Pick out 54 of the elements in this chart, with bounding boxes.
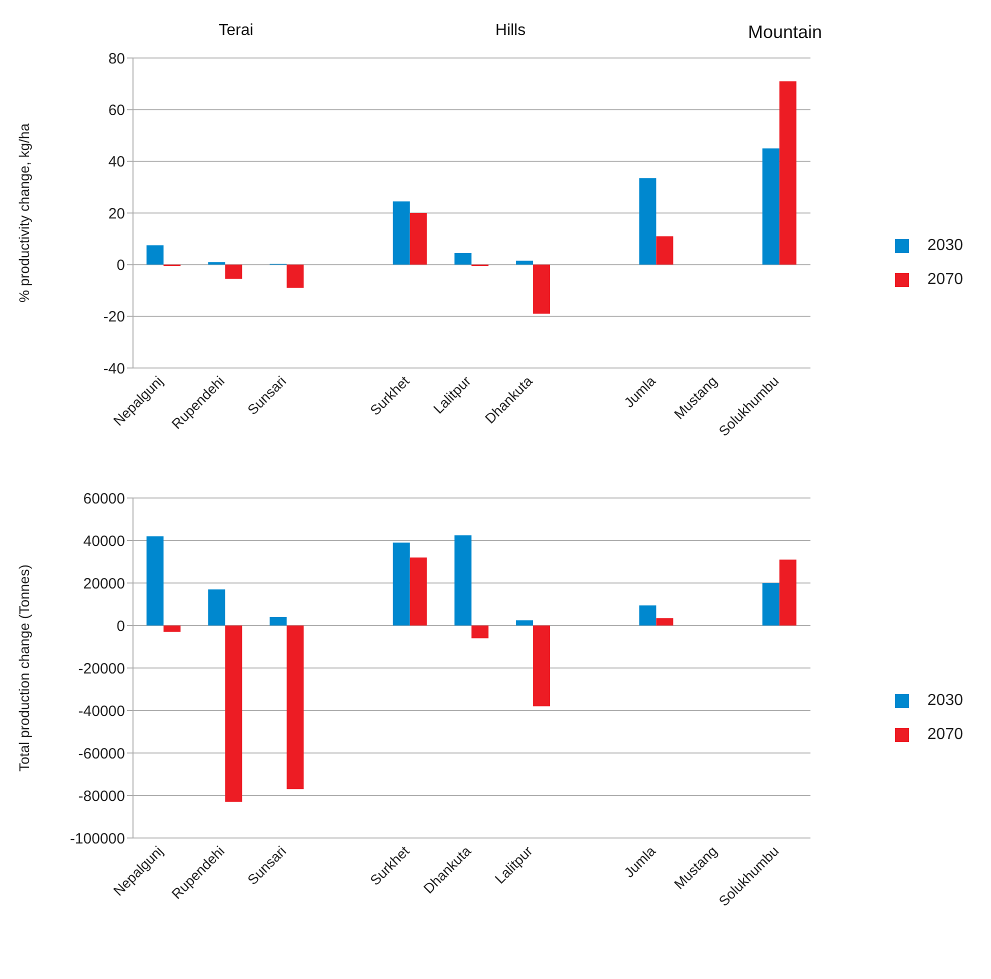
bar: [146, 536, 164, 626]
bar: [471, 626, 488, 638]
bar: [410, 558, 427, 626]
y-tick-label: 40: [108, 154, 125, 171]
bar: [639, 178, 656, 265]
y-tick-label: 0: [116, 618, 125, 635]
y-tick-label: 60000: [83, 490, 125, 508]
y-tick-label: -20: [103, 308, 125, 326]
bar: [454, 253, 472, 265]
bar: [516, 260, 534, 265]
bar: [392, 542, 410, 626]
bar: [270, 617, 287, 626]
y-tick-label: 40000: [83, 532, 125, 550]
bar: [656, 618, 674, 626]
y-tick-label: -40: [103, 360, 125, 378]
bar: [286, 264, 304, 288]
y-tick-label: -60000: [78, 745, 125, 762]
legend-label: 2070: [927, 271, 963, 288]
bar: [533, 264, 550, 314]
text: Hills: [494, 22, 527, 40]
y-tick-label: -40000: [78, 702, 125, 720]
text: Terai: [218, 22, 254, 40]
bar: [656, 236, 674, 265]
bar: [533, 626, 550, 706]
y-tick-label: 0: [116, 256, 125, 274]
legend-label: 2030: [927, 237, 963, 254]
legend-label: 2070: [927, 726, 963, 743]
bar: [639, 605, 656, 626]
bar: [208, 589, 226, 626]
y-tick-label: 60: [108, 102, 125, 119]
text: Mountain: [747, 22, 824, 43]
y-tick-label: 20000: [83, 575, 125, 592]
y-axis-title: % productivity change, kg/ha: [16, 123, 32, 302]
bar: [516, 620, 534, 626]
legend-label: 2030: [927, 692, 963, 709]
y-tick-label: -80000: [78, 788, 125, 805]
bar: [164, 626, 181, 632]
bar: [779, 81, 796, 265]
y-tick-label: -100000: [70, 830, 125, 848]
bar: [454, 535, 472, 626]
bar: [225, 626, 242, 802]
y-tick-label: 80: [108, 50, 125, 68]
bar: [225, 264, 242, 279]
y-tick-label: -20000: [78, 660, 125, 678]
y-tick-label: 20: [108, 205, 125, 222]
bar: [208, 262, 226, 265]
bar: [410, 213, 427, 265]
y-axis-title: Total production change (Tonnes): [16, 564, 32, 772]
bar: [392, 201, 410, 265]
bar: [779, 560, 796, 626]
bar: [762, 583, 780, 626]
bar: [762, 148, 780, 265]
bar: [286, 626, 304, 790]
bar: [146, 245, 164, 265]
